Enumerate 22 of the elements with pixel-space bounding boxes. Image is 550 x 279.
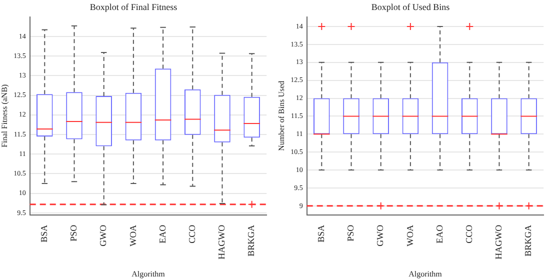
y-axis-title: Number of Bins Used bbox=[276, 80, 286, 151]
y-axis-title: Final Fitness (aNB) bbox=[0, 84, 9, 148]
x-tick-label: PSO bbox=[68, 224, 79, 242]
x-tick-label: HAGWO bbox=[494, 224, 504, 260]
x-axis-title: Algorithm bbox=[132, 269, 166, 278]
chart-title: Boxplot of Final Fitness bbox=[90, 2, 178, 12]
x-tick-label: BRKGA bbox=[246, 224, 256, 256]
x-tick-label: CCO bbox=[186, 224, 197, 244]
x-tick-label: GWO bbox=[375, 224, 386, 246]
x-tick-label: WOA bbox=[404, 224, 415, 246]
x-tick-label: EAO bbox=[157, 224, 168, 244]
x-axis-title: Algorithm bbox=[408, 269, 443, 278]
x-tick-label: PSO bbox=[346, 224, 356, 242]
x-tick-label: BSA bbox=[316, 224, 326, 242]
x-tick-label: CCO bbox=[464, 224, 474, 244]
x-tick-label: BRKGA bbox=[523, 224, 534, 256]
x-tick-label: EAO bbox=[434, 224, 444, 244]
x-tick-label: GWO bbox=[98, 224, 108, 246]
x-tick-label: BSA bbox=[39, 224, 50, 242]
x-tick-label: WOA bbox=[128, 224, 138, 246]
chart-title: Boxplot of Used Bins bbox=[371, 2, 450, 12]
x-tick-label: HAGWO bbox=[216, 224, 227, 260]
